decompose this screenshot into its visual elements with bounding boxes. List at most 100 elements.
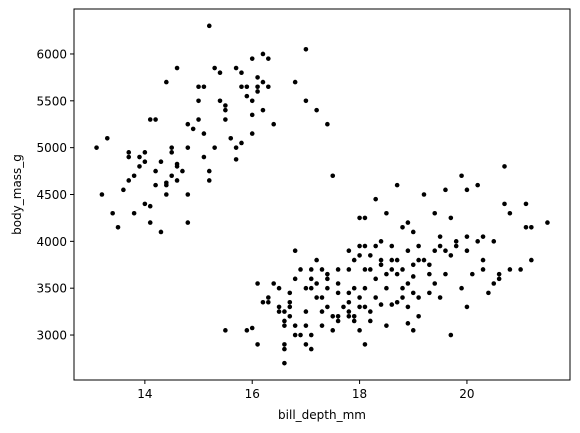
- data-point: [432, 248, 438, 254]
- data-point: [394, 257, 400, 263]
- data-point: [346, 267, 352, 272]
- data-point: [335, 267, 341, 272]
- data-point: [249, 98, 255, 104]
- data-point: [325, 285, 330, 291]
- data-point: [233, 157, 239, 162]
- data-point: [368, 309, 373, 314]
- data-point: [341, 304, 346, 310]
- data-point: [427, 271, 432, 277]
- data-point: [394, 271, 400, 277]
- data-point: [378, 262, 384, 268]
- data-point: [453, 239, 459, 244]
- data-point: [416, 243, 421, 249]
- data-point: [169, 150, 174, 155]
- data-point: [126, 178, 132, 183]
- data-point: [239, 70, 244, 76]
- data-point: [185, 220, 191, 225]
- data-point: [180, 168, 185, 174]
- data-point: [201, 154, 207, 160]
- data-point: [244, 84, 250, 90]
- y-axis-label: body_mass_g: [10, 154, 24, 235]
- data-point: [330, 173, 336, 179]
- data-point: [287, 290, 293, 296]
- data-point: [432, 210, 438, 216]
- data-point: [427, 262, 432, 268]
- x-axis-label: bill_depth_mm: [278, 408, 366, 422]
- data-point: [276, 309, 282, 314]
- data-point: [325, 121, 330, 127]
- data-point: [491, 281, 497, 286]
- data-point: [416, 295, 421, 300]
- data-point: [384, 210, 389, 216]
- data-point: [126, 154, 132, 160]
- data-point: [201, 131, 207, 136]
- data-point: [319, 295, 325, 300]
- x-tick-label: 18: [352, 387, 367, 401]
- y-axis-ticks: 3000 3500 4000 4500 5000 5500 6000: [36, 47, 74, 343]
- y-tick-label: 4500: [36, 188, 67, 202]
- data-point: [239, 84, 244, 90]
- data-point: [147, 220, 153, 225]
- data-point: [266, 84, 271, 90]
- data-point: [174, 161, 180, 167]
- data-point: [196, 117, 201, 122]
- data-point: [389, 267, 395, 272]
- data-point: [464, 248, 470, 254]
- data-point: [496, 271, 502, 277]
- data-point: [362, 285, 368, 291]
- data-point: [142, 150, 148, 155]
- data-point: [185, 145, 191, 150]
- data-point: [346, 313, 352, 319]
- data-point: [137, 164, 142, 169]
- data-point: [346, 299, 352, 305]
- data-point: [298, 267, 303, 272]
- data-point: [223, 107, 228, 113]
- data-point: [410, 229, 416, 235]
- data-point: [357, 243, 362, 249]
- data-point: [330, 328, 336, 333]
- data-point: [394, 299, 400, 305]
- data-point: [223, 117, 228, 122]
- data-point: [292, 79, 298, 85]
- data-point: [416, 313, 421, 319]
- data-point: [335, 313, 341, 319]
- data-point: [410, 274, 416, 279]
- data-point: [427, 290, 432, 296]
- data-point: [378, 257, 384, 263]
- data-point: [276, 304, 282, 310]
- data-point: [410, 328, 416, 333]
- data-point: [126, 150, 132, 155]
- data-point: [206, 23, 212, 29]
- data-point: [362, 243, 368, 249]
- data-point: [346, 248, 352, 254]
- data-point: [174, 178, 180, 183]
- data-point: [314, 107, 319, 113]
- data-point: [389, 257, 395, 263]
- data-point: [475, 239, 480, 244]
- data-point: [298, 332, 303, 338]
- data-point: [201, 84, 207, 90]
- data-point: [206, 168, 212, 174]
- data-point: [319, 309, 325, 314]
- data-point: [394, 182, 400, 188]
- data-point: [94, 145, 99, 150]
- data-point: [153, 117, 158, 122]
- data-point: [443, 248, 448, 254]
- data-point: [335, 318, 341, 324]
- data-point: [153, 168, 158, 174]
- data-point: [255, 84, 260, 90]
- data-point: [110, 210, 115, 216]
- data-point: [174, 65, 180, 71]
- data-point: [308, 285, 314, 291]
- data-point: [282, 323, 287, 328]
- data-point: [335, 281, 341, 286]
- data-point: [303, 323, 309, 328]
- data-point: [330, 313, 336, 319]
- data-point: [185, 192, 191, 197]
- data-point: [158, 229, 164, 235]
- data-point: [206, 178, 212, 183]
- data-point: [351, 318, 357, 324]
- y-tick-label: 4000: [36, 235, 67, 249]
- data-point: [357, 328, 362, 333]
- data-point: [448, 215, 454, 221]
